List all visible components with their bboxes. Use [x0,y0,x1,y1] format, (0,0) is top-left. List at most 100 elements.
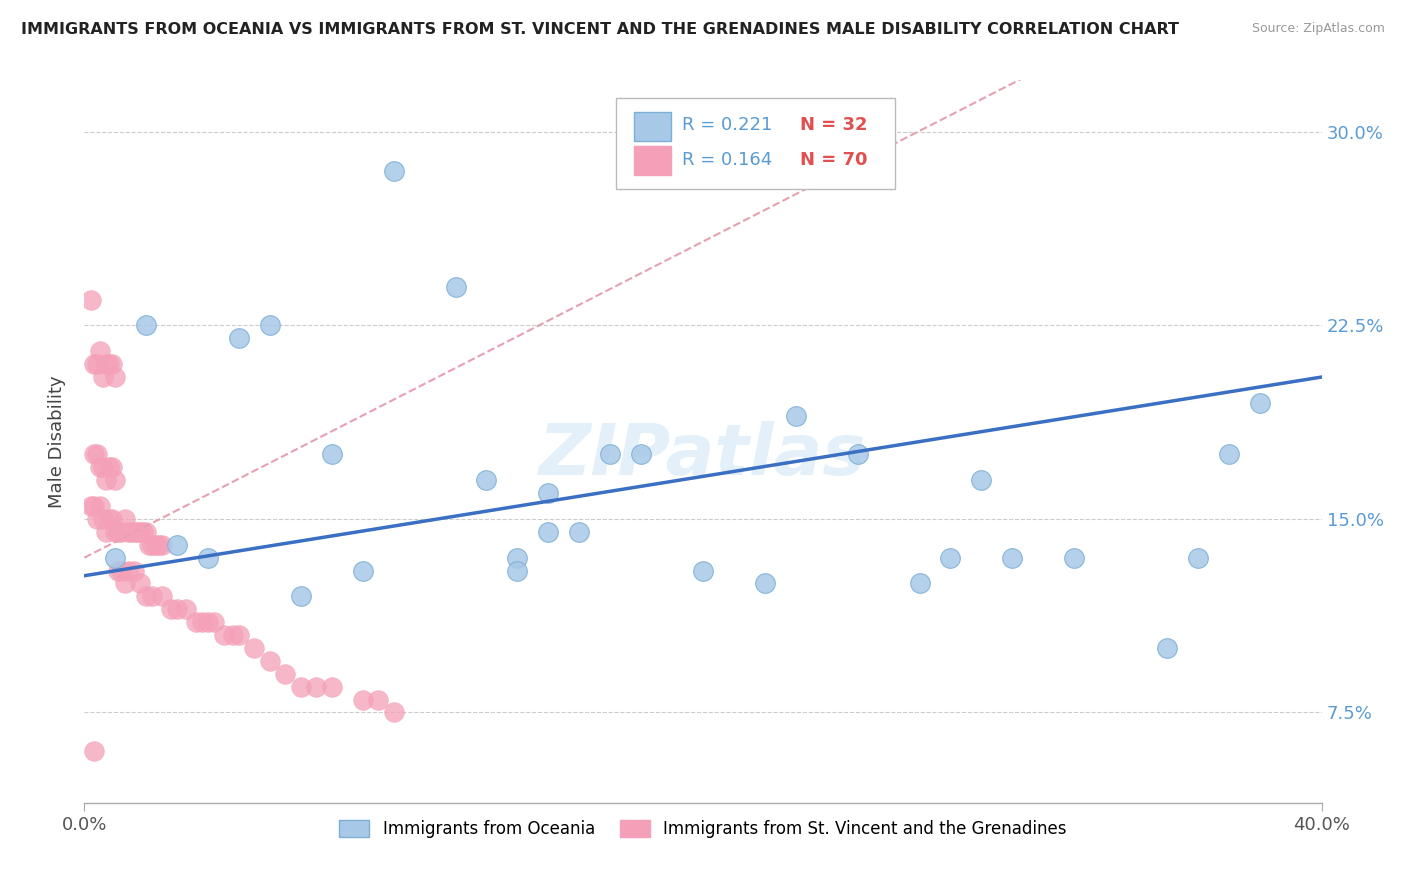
Point [785,409,807,423]
Point [150,538,173,552]
Point [321,680,343,694]
Point [290,590,312,604]
Point [114,576,136,591]
Point [202,615,225,630]
Point [98,357,121,371]
Point [599,447,621,461]
Point [184,615,207,630]
FancyBboxPatch shape [634,112,671,141]
Point [86,357,108,371]
Point [98,460,121,475]
Point [148,538,170,552]
Text: R = 0.164: R = 0.164 [682,152,772,169]
Point [104,473,127,487]
Point [305,680,328,694]
Point [367,692,389,706]
Point [135,590,157,604]
Point [692,564,714,578]
Y-axis label: Male Disability: Male Disability [48,376,66,508]
Point [91,512,114,526]
Point [110,564,132,578]
Point [444,279,467,293]
Point [1156,640,1178,655]
Point [107,524,129,539]
Point [568,524,591,539]
Point [86,447,108,461]
Point [101,357,124,371]
Point [104,550,127,565]
Point [120,524,142,539]
Point [129,524,152,539]
Point [259,654,281,668]
Point [475,473,498,487]
Point [141,590,163,604]
Point [176,602,198,616]
Point [138,538,160,552]
Point [846,447,869,461]
Point [1001,550,1024,565]
Point [228,628,250,642]
Point [114,512,136,526]
Point [537,524,560,539]
Point [83,357,105,371]
Point [83,447,105,461]
Point [537,486,560,500]
Point [141,538,163,552]
Point [117,524,139,539]
Point [1063,550,1085,565]
Point [132,524,155,539]
Text: ZIPatlas: ZIPatlas [540,422,866,491]
Point [89,344,111,359]
Point [135,318,157,333]
Point [290,680,312,694]
Point [506,550,529,565]
Point [122,564,145,578]
Point [908,576,931,591]
Point [939,550,962,565]
Point [135,524,157,539]
Point [145,538,167,552]
Point [228,331,250,345]
Point [506,564,529,578]
Legend: Immigrants from Oceania, Immigrants from St. Vincent and the Grenadines: Immigrants from Oceania, Immigrants from… [333,814,1073,845]
Text: N = 70: N = 70 [800,152,868,169]
Point [1218,447,1240,461]
Point [104,524,127,539]
Point [166,602,188,616]
FancyBboxPatch shape [634,146,671,175]
Point [89,460,111,475]
Point [352,692,374,706]
Text: N = 32: N = 32 [800,116,868,134]
Point [94,473,117,487]
Point [1249,396,1271,410]
Point [382,706,405,720]
Point [243,640,266,655]
Text: IMMIGRANTS FROM OCEANIA VS IMMIGRANTS FROM ST. VINCENT AND THE GRENADINES MALE D: IMMIGRANTS FROM OCEANIA VS IMMIGRANTS FR… [21,22,1180,37]
Point [79,293,101,307]
Point [160,602,183,616]
Point [630,447,652,461]
Point [94,524,117,539]
Point [212,628,235,642]
Point [197,550,219,565]
Point [101,512,124,526]
Point [129,576,152,591]
Point [352,564,374,578]
Point [222,628,245,642]
Point [259,318,281,333]
Point [122,524,145,539]
Point [274,666,297,681]
Point [1187,550,1209,565]
Text: R = 0.221: R = 0.221 [682,116,772,134]
Point [107,564,129,578]
Point [197,615,219,630]
Point [321,447,343,461]
Point [86,512,108,526]
Point [150,590,173,604]
Point [98,512,121,526]
Point [91,370,114,384]
Point [117,564,139,578]
Point [191,615,214,630]
Point [754,576,776,591]
Point [89,499,111,513]
